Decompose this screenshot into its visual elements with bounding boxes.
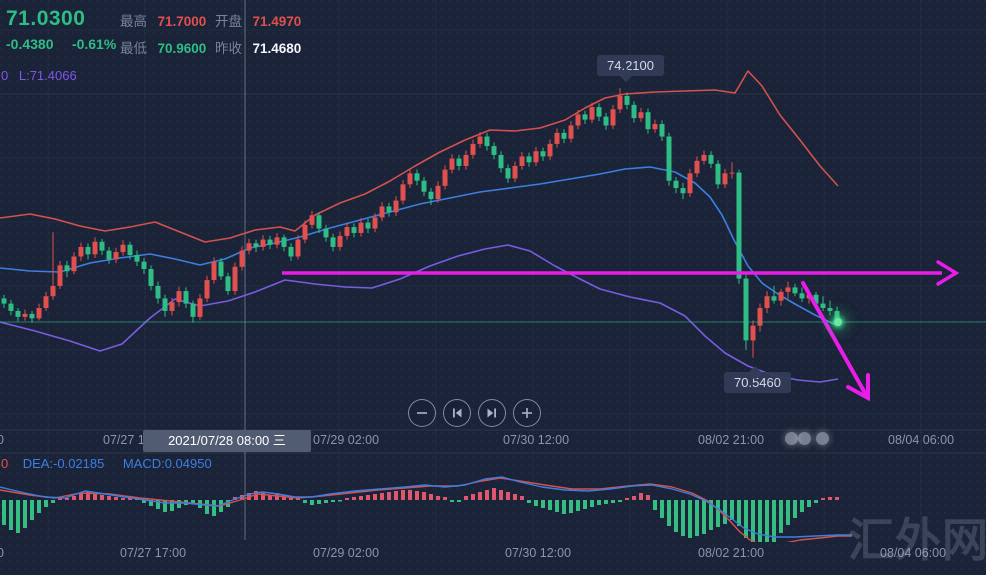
dif-fragment: 0 (1, 456, 9, 471)
macd-legend: 0 DEA:-0.02185 MACD:0.04950 (1, 455, 212, 473)
pagination-dot[interactable] (798, 432, 811, 445)
low-value: 70.9600 (157, 41, 207, 56)
macd-axis-label: 08/02 21:00 (698, 546, 765, 560)
pagination-dot[interactable] (816, 432, 829, 445)
high-value: 71.7000 (157, 14, 207, 29)
boll-lower-value: L:71.4066 (18, 68, 77, 83)
low-label: 最低 (120, 41, 147, 56)
macd-axis-left-fragment: 0 (0, 546, 4, 560)
peak-price-tooltip: 74.2100 (597, 55, 664, 83)
main-axis-label: 08/02 21:00 (698, 433, 765, 447)
main-axis-label: 07/29 02:00 (313, 433, 380, 447)
prev-close-label: 昨收 (215, 41, 242, 56)
open-label: 开盘 (215, 14, 242, 29)
main-axis-label: 07/30 12:00 (503, 433, 570, 447)
macd-axis-label: 08/04 06:00 (880, 546, 947, 560)
pagination-dot[interactable] (785, 432, 798, 445)
plus-icon (522, 408, 532, 418)
macd-axis-label: 07/27 17:00 (120, 546, 187, 560)
header-change: -0.4380 -0.61% (6, 36, 116, 54)
main-axis-clipped-label: 07/27 1 (103, 433, 145, 447)
open-row: 开盘 71.4970 (215, 10, 301, 31)
last-price: 71.0300 (6, 7, 86, 30)
boll-legend-fragment: 0 (1, 68, 9, 83)
header-last-price: 71.0300 (6, 7, 85, 31)
zoom-in-button[interactable] (513, 399, 541, 427)
prev-close-value: 71.4680 (252, 41, 302, 56)
prev-close-row: 昨收 71.4680 (215, 37, 301, 58)
crosshair-date-label: 2021/07/28 08:00 三 (143, 430, 311, 452)
trough-price-tooltip: 70.5460 (724, 365, 791, 393)
main-axis-left-fragment: 0 (0, 433, 4, 447)
skip-forward-icon (487, 408, 496, 418)
dea-value: DEA:-0.02185 (22, 456, 105, 471)
last-price-marker (834, 318, 842, 326)
watermark: 汇外网 (848, 514, 986, 566)
step-back-button[interactable] (443, 399, 471, 427)
macd-value: MACD:0.04950 (122, 456, 212, 471)
boll-legend: 0 L:71.4066 (1, 68, 77, 83)
high-row: 最高 71.7000 (120, 10, 206, 31)
main-axis-label: 08/04 06:00 (888, 433, 955, 447)
zoom-out-button[interactable] (408, 399, 436, 427)
skip-back-icon (453, 408, 462, 418)
peak-price-value: 74.2100 (607, 58, 654, 73)
minus-icon (417, 412, 427, 414)
macd-axis-label: 07/29 02:00 (313, 546, 380, 560)
change-percent: -0.61% (71, 36, 117, 52)
change-value: -0.4380 (6, 36, 54, 52)
open-value: 71.4970 (252, 14, 302, 29)
step-forward-button[interactable] (478, 399, 506, 427)
high-label: 最高 (120, 14, 147, 29)
macd-axis-label: 07/30 12:00 (505, 546, 572, 560)
low-row: 最低 70.9600 (120, 37, 206, 58)
trough-price-value: 70.5460 (734, 375, 781, 390)
